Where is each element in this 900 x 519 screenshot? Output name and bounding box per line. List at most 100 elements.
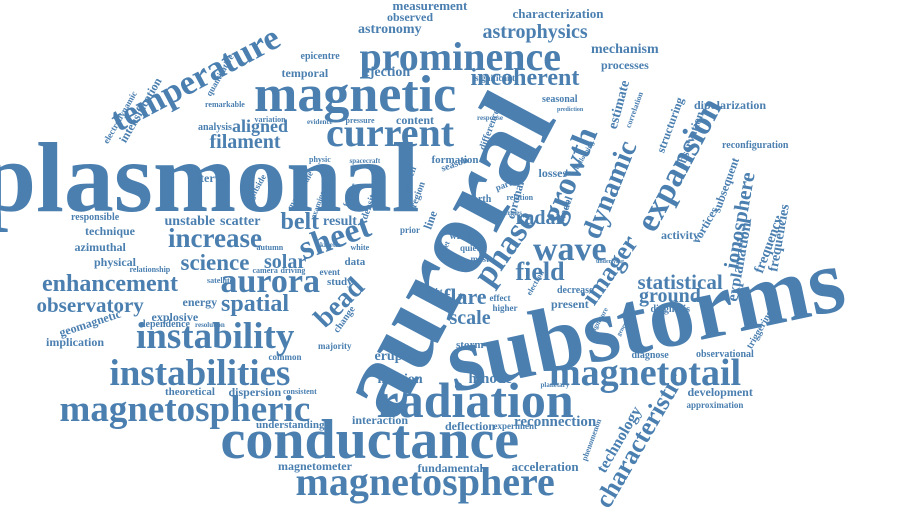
word-statistical: statistical	[637, 269, 723, 294]
word-dependence: dependence	[140, 319, 190, 330]
word-relationship: relationship	[129, 265, 171, 274]
word-approximation: approximation	[686, 399, 744, 410]
word-azimuthal: azimuthal	[74, 240, 126, 254]
word-prediction: prediction	[557, 107, 584, 113]
word-interaction: interaction	[352, 413, 408, 427]
word-analysis: analysis	[198, 122, 232, 133]
word-astronomy: astronomy	[358, 22, 422, 37]
word-formation: formation	[431, 153, 479, 166]
word-technique: technique	[85, 224, 136, 238]
word-mechanism: mechanism	[591, 42, 659, 57]
word-common: common	[268, 351, 302, 362]
word-study: study	[327, 275, 353, 288]
word-reconnection: reconnection	[514, 413, 597, 430]
word-current: current	[326, 110, 455, 155]
word-interval: interval	[190, 171, 230, 185]
word-understanding: understanding	[256, 418, 325, 431]
word-result: result	[323, 214, 357, 229]
word-earth: earth	[468, 194, 492, 205]
word-significant: significant	[475, 72, 516, 83]
word-decrease: decrease	[557, 285, 594, 296]
word-activity: activity	[661, 228, 699, 242]
word-physical: physical	[94, 255, 137, 269]
word-filament: filament	[209, 131, 281, 153]
word-radiation: radiation	[376, 372, 574, 428]
word-development: development	[687, 385, 753, 399]
word-underlying: underlying	[596, 259, 625, 265]
word-white: white	[350, 243, 370, 252]
word-magnetic: magnetic	[254, 66, 457, 123]
word-plasmonal: plasmonal	[0, 122, 420, 233]
word-dipolarization: dipolarization	[694, 98, 767, 112]
word-higher: higher	[492, 302, 518, 313]
word-scale: scale	[449, 307, 491, 329]
word-conductance: conductance	[220, 409, 520, 471]
word-observational: observational	[696, 349, 754, 360]
word-energy: energy	[182, 295, 218, 309]
word-science: science	[180, 249, 250, 275]
word-diagnose: diagnose	[631, 350, 669, 361]
word-evidence: evidence	[307, 117, 333, 126]
word-event: event	[319, 266, 341, 277]
word-reconfiguration: reconfiguration	[722, 140, 789, 151]
word-implication: implication	[46, 335, 105, 349]
word-theoretical: theoretical	[165, 385, 215, 398]
word-unstable: unstable	[164, 214, 216, 229]
word-satellite: satellite	[207, 276, 234, 285]
word-response: response	[477, 113, 503, 122]
word-storm: storm	[456, 338, 484, 351]
word-radar: radar	[515, 207, 565, 229]
word-belt: belt	[280, 209, 320, 235]
word-ground: ground	[639, 285, 701, 307]
word-scatter: scatter	[220, 214, 261, 229]
word-autumn: autumn	[256, 243, 284, 252]
word-fundamental: fundamental	[417, 461, 483, 475]
word-kinetic: kinetic	[320, 240, 341, 249]
word-astrophysics: astrophysics	[482, 21, 588, 43]
word-camera: camera	[252, 266, 278, 275]
word-magnetospheric: magnetospheric	[59, 388, 311, 430]
word-wind: wind	[449, 231, 471, 242]
word-observatory: observatory	[36, 292, 144, 317]
word-consistent: consistent	[283, 387, 317, 396]
word-solar: solar	[264, 251, 307, 273]
word-remarkable: remarkable	[205, 100, 245, 109]
word-eruption: eruption	[374, 349, 426, 364]
word-aurora: aurora	[220, 263, 320, 300]
word-instabilities: instabilities	[109, 352, 291, 394]
word-responsible: responsible	[71, 212, 120, 223]
word-present: present	[551, 297, 589, 311]
word-measurement: measurement	[392, 0, 468, 13]
word-energies: energies	[497, 208, 523, 217]
word-prior: prior	[400, 224, 420, 235]
word-physic: physic	[309, 155, 331, 164]
word-flare: flare	[443, 284, 487, 309]
word-planetary: planetary	[540, 380, 570, 389]
word-resolution: resolution	[195, 320, 225, 329]
word-aligned: aligned	[232, 116, 289, 136]
word-hinode: hinode	[468, 370, 512, 387]
word-characterization: characterization	[512, 5, 604, 21]
word-effect: effect	[489, 292, 511, 303]
word-incoherent: incoherent	[470, 65, 580, 91]
word-explosive: explosive	[151, 310, 199, 324]
word-spacecraft: spacecraft	[349, 156, 381, 165]
word-pressure: pressure	[345, 116, 375, 125]
word-wave: wave	[533, 231, 607, 268]
word-epicentre: epicentre	[300, 51, 340, 62]
word-deflection: deflection	[445, 419, 495, 433]
word-spatial: spatial	[221, 291, 290, 317]
word-driving: driving	[280, 266, 306, 275]
word-magnetotail: magnetotail	[549, 352, 742, 394]
word-temporal: temporal	[281, 66, 329, 80]
word-dispersion: dispersion	[228, 385, 282, 399]
word-quiet: quiet	[460, 242, 480, 253]
word-majority: majority	[318, 340, 352, 351]
word-most: most	[470, 253, 490, 264]
word-relation: relation	[506, 193, 534, 202]
word-variation: variation	[254, 115, 286, 124]
word-diagnosis: diagnosis	[650, 304, 690, 315]
word-enhancement: enhancement	[42, 271, 178, 297]
word-losses: losses	[538, 166, 568, 180]
